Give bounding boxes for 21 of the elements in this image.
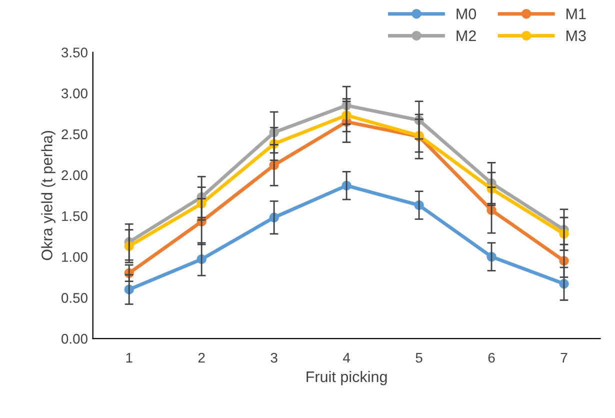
x-tick-label: 2: [198, 352, 205, 363]
x-axis-title: Fruit picking: [306, 370, 387, 386]
y-tick-label: 2.50: [62, 129, 88, 140]
y-tick-label: 0.50: [62, 293, 88, 303]
x-tick-label: 5: [416, 352, 422, 363]
x-tick-label: 3: [270, 352, 278, 363]
legend-label: M3: [566, 30, 586, 42]
y-tick-label: 3.00: [62, 88, 88, 98]
legend-label: M1: [566, 8, 586, 20]
x-tick-label: 1: [126, 352, 132, 363]
y-tick-label: 2.00: [62, 170, 88, 180]
legend-label: M2: [456, 30, 476, 42]
y-axis-title: Okra yield (t perha): [41, 130, 56, 260]
y-tick-label: 3.50: [62, 48, 88, 58]
y-tick-label: 1.50: [62, 211, 88, 222]
x-tick-label: 4: [343, 352, 350, 363]
legend-label: M0: [456, 8, 476, 20]
x-tick-label: 6: [488, 352, 495, 363]
y-tick-label: 1.00: [62, 252, 88, 262]
x-tick-label: 7: [560, 352, 568, 363]
y-tick-label: 0.00: [62, 334, 88, 344]
